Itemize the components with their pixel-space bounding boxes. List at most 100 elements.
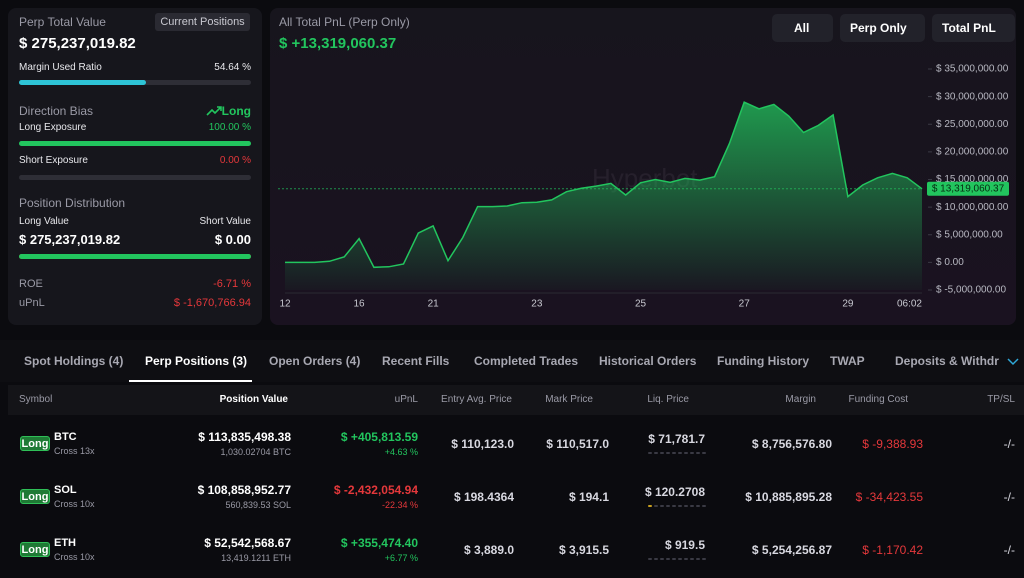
value: $ 275,237,019.82 bbox=[19, 232, 121, 247]
mark-price: $ 194.1 bbox=[568, 490, 609, 504]
table-header bbox=[8, 385, 1024, 415]
tab[interactable]: Open Orders (4) bbox=[269, 354, 361, 368]
x-tick-label: 21 bbox=[428, 299, 440, 310]
symbol: SOL bbox=[54, 484, 77, 496]
margin: $ 8,756,576.80 bbox=[751, 437, 832, 451]
entry-price: $ 110,123.0 bbox=[451, 437, 514, 451]
liq-indicator bbox=[696, 558, 700, 560]
funding-cost: $ -1,170.42 bbox=[862, 543, 923, 557]
y-tick-label: $ 5,000,000.00 bbox=[936, 229, 1003, 240]
column-header[interactable]: uPnL bbox=[394, 394, 418, 405]
liq-indicator bbox=[702, 505, 706, 507]
upnl: $ -2,432,054.94 bbox=[333, 483, 418, 497]
y-tick-label: $ 10,000,000.00 bbox=[936, 202, 1009, 213]
tab-chevron[interactable] bbox=[1006, 356, 1020, 368]
label: ROE bbox=[19, 278, 43, 290]
line bbox=[285, 101, 923, 269]
column-header[interactable]: Liq. Price bbox=[647, 394, 689, 405]
tab[interactable]: Spot Holdings (4) bbox=[24, 354, 124, 368]
liq-indicator bbox=[672, 505, 676, 507]
side-badge: Long bbox=[20, 436, 50, 451]
y-tick-label: $ 15,000,000.00 bbox=[936, 174, 1009, 185]
y-tick-label: $ 30,000,000.00 bbox=[936, 91, 1009, 102]
dropdown[interactable]: Total PnL bbox=[932, 14, 1015, 42]
current-value-label: $ 13,319,060.37 bbox=[932, 183, 1005, 194]
upnl-pct: -22.34 % bbox=[381, 500, 418, 510]
margin: $ 10,885,895.28 bbox=[745, 490, 832, 504]
leverage: Cross 10x bbox=[54, 552, 95, 562]
tab[interactable]: Deposits & Withdraw bbox=[895, 354, 999, 368]
label: Long Exposure bbox=[19, 122, 87, 133]
liq-price: $ 120.2708 bbox=[644, 485, 705, 499]
label: Position Distribution bbox=[19, 196, 126, 210]
position-value: $ 108,858,952.77 bbox=[197, 483, 291, 497]
chart-title: All Total PnL (Perp Only) bbox=[279, 15, 410, 29]
liq-indicator bbox=[666, 558, 670, 560]
tpsl: -/- bbox=[1003, 490, 1015, 504]
bar-track bbox=[19, 175, 251, 180]
liq-indicator bbox=[684, 505, 688, 507]
column-header[interactable]: TP/SL bbox=[987, 394, 1015, 405]
size: 1,030.02704 BTC bbox=[220, 447, 291, 457]
y-tick-label: $ 0.00 bbox=[936, 257, 964, 268]
liq-indicator bbox=[696, 505, 700, 507]
column-header[interactable]: Position Value bbox=[219, 394, 288, 405]
liq-indicator bbox=[702, 452, 706, 454]
liq-indicator bbox=[684, 452, 688, 454]
label: Margin Used Ratio bbox=[19, 62, 102, 73]
liq-indicator bbox=[678, 505, 682, 507]
tab[interactable]: Historical Orders bbox=[599, 354, 697, 368]
column-header[interactable]: Entry Avg. Price bbox=[441, 394, 512, 405]
column-header[interactable]: Margin bbox=[785, 394, 816, 405]
value: Long bbox=[221, 104, 251, 118]
tab[interactable]: Perp Positions (3) bbox=[145, 354, 248, 368]
liq-indicator bbox=[690, 558, 694, 560]
liq-indicator bbox=[660, 452, 664, 454]
y-tick-label: $ -5,000,000.00 bbox=[936, 285, 1006, 296]
value: 54.64 % bbox=[214, 62, 251, 73]
dropdown[interactable]: All bbox=[772, 14, 833, 42]
position-value: $ 52,542,568.67 bbox=[204, 536, 291, 550]
tab[interactable]: Recent Fills bbox=[382, 354, 450, 368]
label: Perp Total Value bbox=[19, 15, 106, 29]
liq-indicator bbox=[696, 452, 700, 454]
trend-icon bbox=[206, 106, 222, 116]
tab[interactable]: Funding History bbox=[717, 354, 809, 368]
current-positions-button[interactable]: Current Positions bbox=[155, 13, 250, 31]
active-tab-underline bbox=[129, 380, 252, 382]
column-header[interactable]: Symbol bbox=[19, 394, 53, 405]
liq-price: $ 919.5 bbox=[664, 538, 705, 552]
tab[interactable]: Completed Trades bbox=[474, 354, 579, 368]
value: $ -1,670,766.94 bbox=[173, 297, 251, 309]
tab-bar bbox=[0, 340, 1024, 382]
y-tick-label: $ 20,000,000.00 bbox=[936, 147, 1009, 158]
area bbox=[285, 102, 922, 290]
funding-cost: $ -34,423.55 bbox=[855, 490, 923, 504]
size: 560,839.53 SOL bbox=[225, 500, 291, 510]
bar-fill bbox=[19, 254, 251, 259]
dropdown[interactable]: Perp Only bbox=[840, 14, 925, 42]
column-header[interactable]: Funding Cost bbox=[848, 394, 908, 405]
tab[interactable]: TWAP bbox=[830, 354, 865, 368]
column-header[interactable]: Mark Price bbox=[545, 394, 593, 405]
chart-subtitle: $ +13,319,060.37 bbox=[279, 35, 397, 52]
side-badge: Long bbox=[20, 542, 50, 557]
liq-indicator bbox=[648, 505, 652, 507]
upnl: $ +405,813.59 bbox=[340, 430, 418, 444]
x-tick-label: 29 bbox=[842, 299, 854, 310]
liq-indicator bbox=[648, 452, 652, 454]
margin: $ 5,254,256.87 bbox=[751, 543, 832, 557]
funding-cost: $ -9,388.93 bbox=[862, 437, 923, 451]
symbol: BTC bbox=[54, 431, 77, 443]
liq-indicator bbox=[690, 505, 694, 507]
liq-indicator bbox=[702, 558, 706, 560]
bar-fill bbox=[19, 141, 251, 146]
liq-indicator bbox=[654, 558, 658, 560]
label: Long Value bbox=[19, 216, 69, 227]
entry-price: $ 198.4364 bbox=[453, 490, 514, 504]
x-tick-label: 27 bbox=[739, 299, 751, 310]
liq-indicator bbox=[684, 558, 688, 560]
value: 100.00 % bbox=[208, 122, 251, 133]
liq-indicator bbox=[678, 558, 682, 560]
